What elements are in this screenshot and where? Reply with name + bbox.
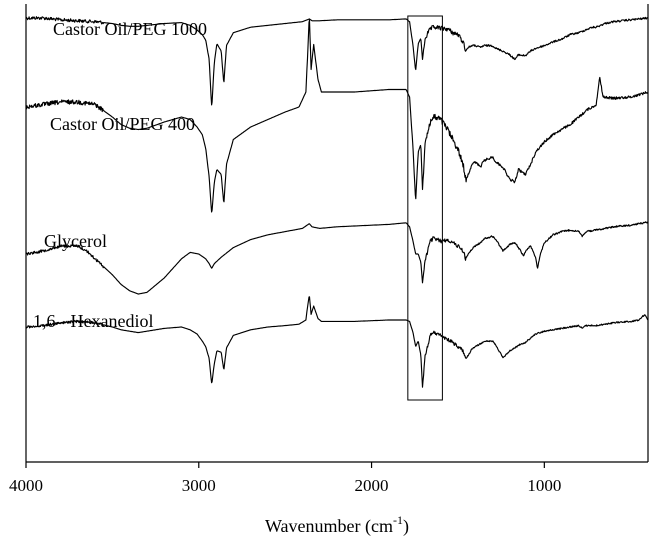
plot-area (25, 15, 649, 401)
series-label-0: Castor Oil/PEG 1000 (53, 19, 207, 39)
series-line-1 (25, 19, 649, 213)
highlight-box (407, 15, 443, 401)
series-line-3 (25, 296, 649, 388)
x-tick-label-2000: 2000 (355, 476, 389, 495)
series-line-0 (25, 16, 649, 106)
x-tick-label-3000: 3000 (182, 476, 216, 495)
x-tick-label-1000: 1000 (527, 476, 561, 495)
labels: Castor Oil/PEG 1000 Castor Oil/PEG 400 Gly… (33, 19, 409, 537)
series-label-1: Castor Oil/PEG 400 (50, 114, 195, 134)
axes: 4000 3000 2000 1000 (9, 4, 649, 495)
series-label-3: 1,6 - Hexanediol (33, 311, 153, 331)
series-line-2 (25, 221, 649, 295)
x-axis-title: Wavenumber (cm-1) (265, 513, 409, 537)
x-tick-label-4000: 4000 (9, 476, 43, 495)
series-label-2: Glycerol (44, 231, 107, 251)
